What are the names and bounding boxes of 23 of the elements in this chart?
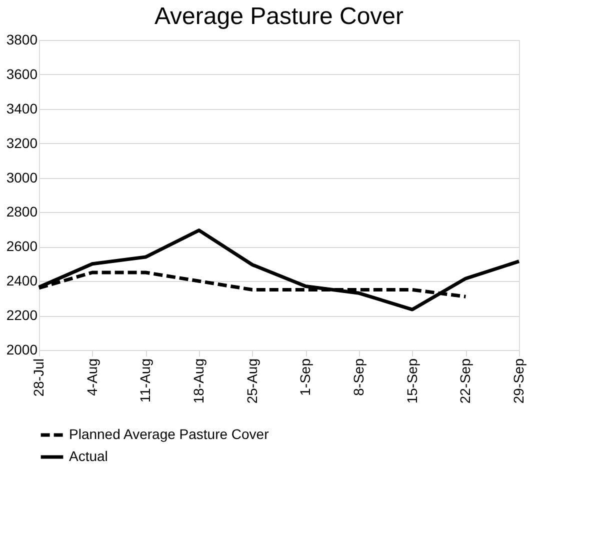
- y-tick-label: 2000: [6, 342, 38, 358]
- legend-label: Actual: [69, 448, 108, 464]
- x-tick-label: 29-Sep: [510, 358, 526, 404]
- y-tick-label: 3200: [6, 134, 38, 151]
- legend-label: Planned Average Pasture Cover: [69, 426, 270, 442]
- y-tick-label: 3800: [6, 32, 38, 48]
- y-tick-label: 2200: [6, 307, 38, 324]
- y-tick-label: 2400: [6, 272, 38, 289]
- x-tick-label: 18-Aug: [190, 358, 206, 404]
- x-tick-label: 28-Jul: [30, 358, 46, 397]
- x-tick-label: 8-Sep: [350, 358, 366, 396]
- y-tick-label: 3000: [6, 169, 38, 186]
- x-tick-label: 1-Sep: [297, 358, 314, 396]
- y-tick-label: 3600: [6, 66, 38, 82]
- y-tick-label: 2800: [6, 204, 38, 220]
- x-tick-label: 11-Aug: [137, 358, 154, 403]
- y-tick-label: 2600: [6, 238, 38, 254]
- y-tick-label: 3400: [6, 100, 38, 116]
- x-tick-label: 4-Aug: [84, 358, 100, 396]
- x-tick-label: 22-Sep: [457, 358, 474, 404]
- chart-title: Average Pasture Cover: [154, 3, 404, 30]
- x-tick-label: 25-Aug: [244, 358, 260, 404]
- x-tick-label: 15-Sep: [404, 358, 420, 404]
